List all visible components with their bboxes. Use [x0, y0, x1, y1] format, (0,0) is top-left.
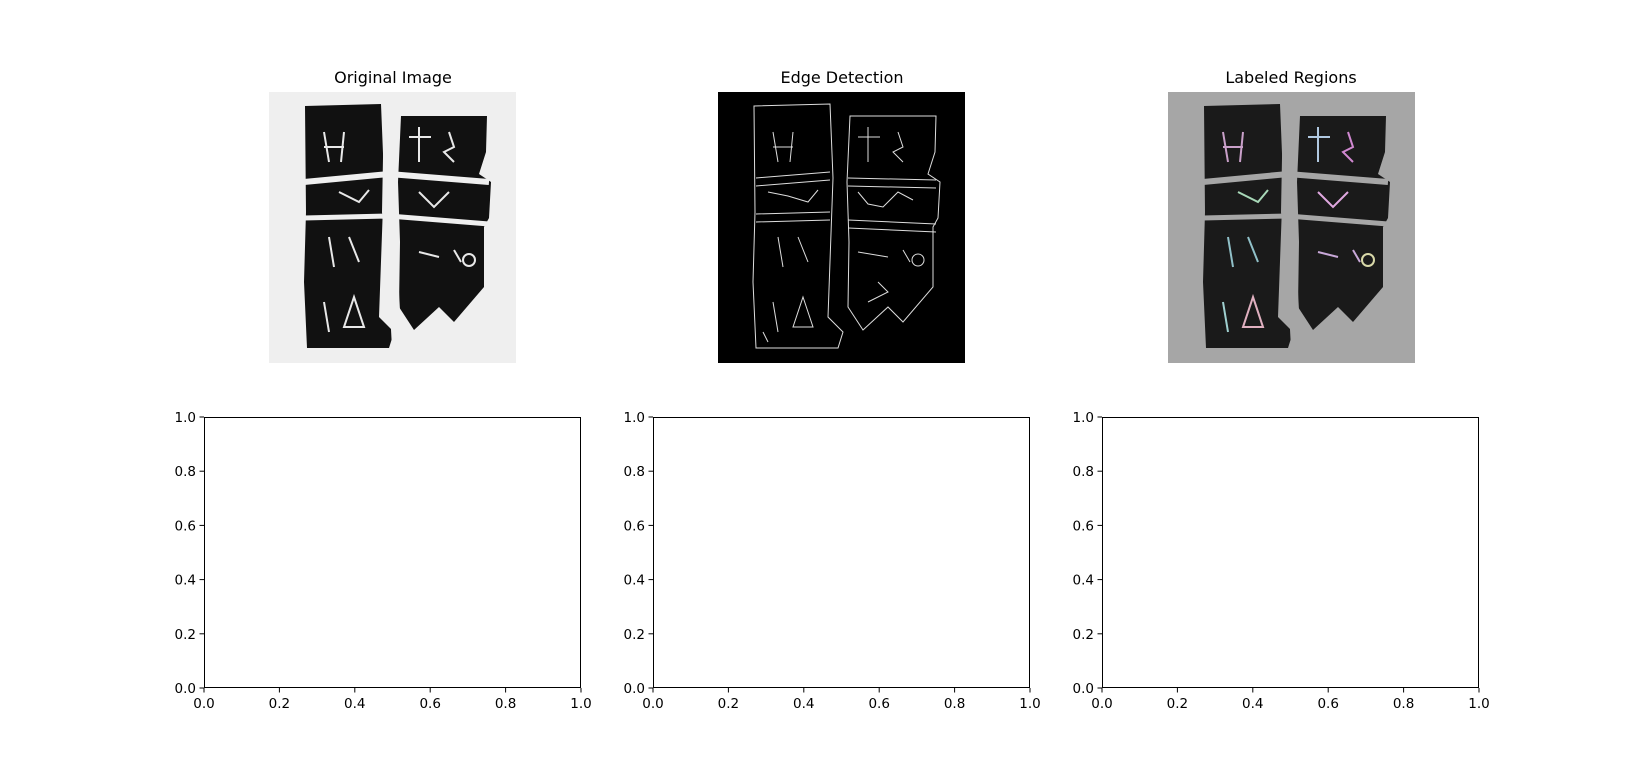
x-tick-label: 0.0 [193, 696, 214, 712]
x-tick-label: 0.2 [269, 696, 290, 712]
x-tick-label: 0.8 [1393, 696, 1414, 712]
y-tick-label: 0.6 [624, 518, 645, 534]
y-tick-label: 0.0 [175, 681, 196, 697]
x-tick-label: 0.0 [642, 696, 663, 712]
original-image [269, 92, 516, 363]
original-image-graphic [269, 92, 516, 363]
y-tick-label: 0.4 [175, 573, 196, 589]
y-tick-label: 0.6 [1073, 518, 1094, 534]
x-tick-label: 0.4 [793, 696, 814, 712]
labeled-regions-title: Labeled Regions [1225, 68, 1357, 87]
y-tick-label: 0.8 [624, 464, 645, 480]
empty-axes-2: 0.0 0.2 0.4 0.6 0.8 1.0 0.0 0.2 0.4 0.6 0.8 1.0 [624, 410, 1041, 712]
x-tick-label: 1.0 [570, 696, 591, 712]
x-tick-label: 0.0 [1091, 696, 1112, 712]
axes-1-plot: 0.0 0.2 0.4 0.6 0.8 1.0 0.0 0.2 0.4 0.6 0.8 1.0 [175, 410, 592, 712]
x-tick-label: 1.0 [1468, 696, 1489, 712]
x-tick-label: 0.2 [718, 696, 739, 712]
y-tick-label: 0.8 [1073, 464, 1094, 480]
axes-frame [1102, 417, 1479, 688]
y-tick-label: 1.0 [1073, 410, 1094, 426]
y-tick-label: 1.0 [175, 410, 196, 426]
empty-axes-3: 0.0 0.2 0.4 0.6 0.8 1.0 0.0 0.2 0.4 0.6 0.8 1.0 [1073, 410, 1490, 712]
edge-detection-graphic [718, 92, 965, 363]
labeled-regions-graphic [1168, 92, 1415, 363]
y-tick-label: 0.4 [1073, 573, 1094, 589]
y-tick-label: 0.0 [1073, 681, 1094, 697]
x-tick-label: 1.0 [1019, 696, 1040, 712]
y-tick-label: 0.8 [175, 464, 196, 480]
axes-frame [204, 417, 581, 688]
x-tick-label: 0.4 [1242, 696, 1263, 712]
x-tick-label: 0.2 [1167, 696, 1188, 712]
y-tick-label: 1.0 [624, 410, 645, 426]
x-tick-label: 0.8 [944, 696, 965, 712]
y-tick-label: 0.2 [1073, 627, 1094, 643]
edge-detection-image [718, 92, 965, 363]
edge-detection-title: Edge Detection [780, 68, 904, 87]
axes-2-plot: 0.0 0.2 0.4 0.6 0.8 1.0 0.0 0.2 0.4 0.6 0.8 1.0 [624, 410, 1041, 712]
y-tick-label: 0.6 [175, 518, 196, 534]
x-tick-label: 0.6 [868, 696, 889, 712]
axes-frame [653, 417, 1030, 688]
labeled-regions-image [1168, 92, 1415, 363]
axes-3-plot: 0.0 0.2 0.4 0.6 0.8 1.0 0.0 0.2 0.4 0.6 0.8 1.0 [1073, 410, 1490, 712]
original-image-title: Original Image [334, 68, 452, 87]
y-tick-label: 0.2 [175, 627, 196, 643]
x-tick-label: 0.8 [495, 696, 516, 712]
x-tick-label: 0.6 [1317, 696, 1338, 712]
y-tick-label: 0.0 [624, 681, 645, 697]
x-tick-label: 0.6 [419, 696, 440, 712]
y-tick-label: 0.4 [624, 573, 645, 589]
y-tick-label: 0.2 [624, 627, 645, 643]
x-tick-label: 0.4 [344, 696, 365, 712]
empty-axes-1: 0.0 0.2 0.4 0.6 0.8 1.0 0.0 0.2 0.4 0.6 0.8 1.0 [175, 410, 592, 712]
